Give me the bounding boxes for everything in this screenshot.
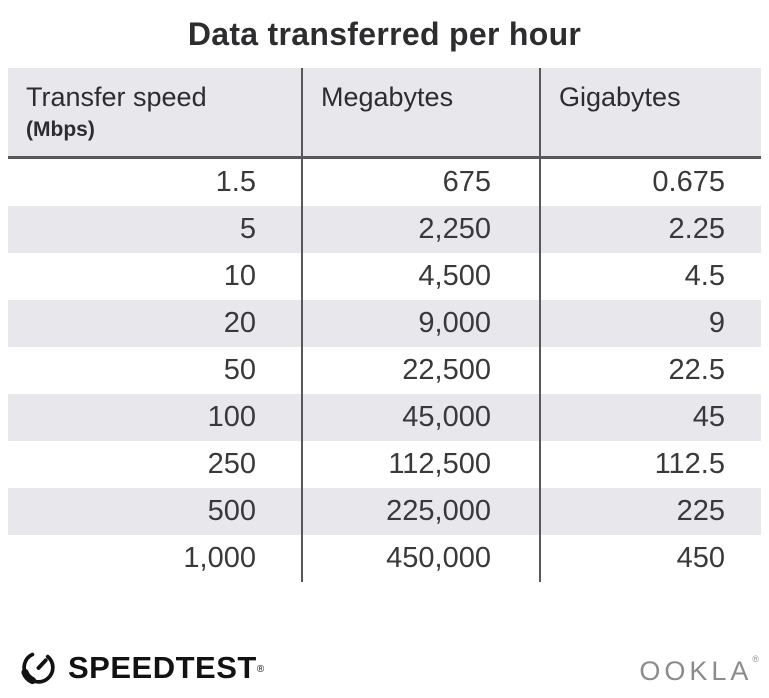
cell-megabytes: 450,000 xyxy=(301,535,539,582)
cell-gigabytes: 112.5 xyxy=(539,441,761,488)
cell-gigabytes: 225 xyxy=(539,488,761,535)
cell-megabytes: 675 xyxy=(301,159,539,206)
table-row: 10 4,500 4.5 xyxy=(8,253,761,300)
column-header-unit: (Mbps) xyxy=(26,118,95,141)
column-header-megabytes: Megabytes xyxy=(301,68,539,156)
table-row: 500 225,000 225 xyxy=(8,488,761,535)
cell-megabytes: 9,000 xyxy=(301,300,539,347)
cell-transfer-speed: 1.5 xyxy=(215,166,256,198)
table-header-row: Transfer speed (Mbps) Megabytes Gigabyte… xyxy=(8,68,761,159)
ookla-trademark-symbol: ® xyxy=(752,654,759,664)
cell-megabytes: 45,000 xyxy=(301,394,539,441)
cell-megabytes: 4,500 xyxy=(301,253,539,300)
page-title: Data transferred per hour xyxy=(187,16,582,52)
column-header-gigabytes: Gigabytes xyxy=(539,68,761,156)
speedtest-wordmark: SPEEDTEST xyxy=(68,649,257,685)
column-header-label: Transfer speed xyxy=(26,82,207,112)
cell-megabytes: 2,250 xyxy=(301,206,539,253)
cell-megabytes: 112,500 xyxy=(301,441,539,488)
cell-gigabytes: 4.5 xyxy=(539,253,761,300)
cell-transfer-speed: 5 xyxy=(239,213,256,245)
ookla-wordmark: OOKLA xyxy=(639,656,753,686)
data-table: Transfer speed (Mbps) Megabytes Gigabyte… xyxy=(8,68,761,582)
cell-gigabytes: 2.25 xyxy=(539,206,761,253)
column-header-label: Megabytes xyxy=(321,82,454,112)
cell-transfer-speed: 1,000 xyxy=(183,542,256,574)
cell-transfer-speed: 20 xyxy=(223,307,256,339)
cell-gigabytes: 450 xyxy=(539,535,761,582)
table-row: 1.5 675 0.675 xyxy=(8,159,761,206)
table-row: 250 112,500 112.5 xyxy=(8,441,761,488)
cell-gigabytes: 9 xyxy=(539,300,761,347)
cell-transfer-speed: 250 xyxy=(207,448,256,480)
cell-transfer-speed: 100 xyxy=(207,401,256,433)
cell-gigabytes: 22.5 xyxy=(539,347,761,394)
ookla-logo: OOKLA® xyxy=(639,654,759,687)
cell-gigabytes: 0.675 xyxy=(539,159,761,206)
column-header-label: Gigabytes xyxy=(559,82,681,112)
cell-transfer-speed: 500 xyxy=(207,495,256,527)
speedtest-logo: SPEEDTEST ® xyxy=(18,647,264,688)
table-row: 20 9,000 9 xyxy=(8,300,761,347)
cell-megabytes: 225,000 xyxy=(301,488,539,535)
column-header-transfer-speed: Transfer speed (Mbps) xyxy=(8,68,301,156)
table-row: 100 45,000 45 xyxy=(8,394,761,441)
cell-gigabytes: 45 xyxy=(539,394,761,441)
table-row: 5 2,250 2.25 xyxy=(8,206,761,253)
cell-megabytes: 22,500 xyxy=(301,347,539,394)
cell-transfer-speed: 50 xyxy=(223,354,256,386)
table-row: 1,000 450,000 450 xyxy=(8,535,761,582)
speedtest-gauge-icon xyxy=(21,652,55,685)
cell-transfer-speed: 10 xyxy=(223,260,256,292)
speedtest-trademark-symbol: ® xyxy=(256,664,265,675)
table-row: 50 22,500 22.5 xyxy=(8,347,761,394)
footer: SPEEDTEST ® OOKLA® xyxy=(0,636,769,698)
